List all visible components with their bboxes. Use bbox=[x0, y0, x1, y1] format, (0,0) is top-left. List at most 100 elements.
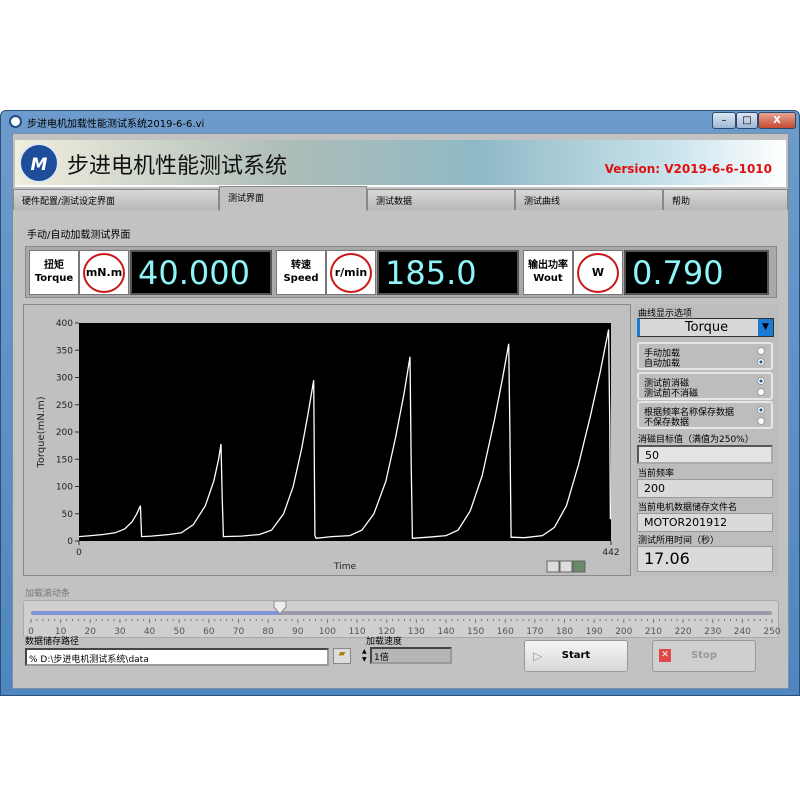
y-axis-label: Torque(mN.m) bbox=[36, 396, 47, 468]
slider-tick-label: 220 bbox=[674, 627, 691, 637]
maximize-button[interactable]: □ bbox=[736, 112, 758, 129]
browse-folder-icon[interactable]: ▰ bbox=[333, 648, 351, 664]
x-tick-label: 0 bbox=[76, 548, 82, 558]
minimize-button[interactable]: – bbox=[712, 112, 736, 129]
tab-hardware-config[interactable]: 硬件配置/测试设定界面 bbox=[13, 189, 219, 210]
slider-tick-label: 110 bbox=[348, 627, 365, 637]
y-tick-label: 200 bbox=[56, 428, 73, 438]
frequency-value: 200 bbox=[637, 479, 773, 498]
x-axis-label: Time bbox=[333, 562, 356, 572]
stop-button-label: Stop bbox=[690, 650, 717, 661]
slider-tick-label: 70 bbox=[233, 627, 245, 637]
path-icon: % bbox=[29, 655, 41, 665]
app-window: 步进电机加载性能测试系统2019-6-6.vi – □ X M 步进电机性能测试… bbox=[0, 110, 800, 696]
slider-tick-label: 50 bbox=[173, 627, 185, 637]
radio-label-no-demag: 测试前不消磁 bbox=[644, 389, 699, 399]
tab-test-data[interactable]: 测试数据 bbox=[367, 189, 515, 210]
radio-label-manual: 手动加载 bbox=[644, 349, 681, 359]
cursor-icon[interactable] bbox=[546, 560, 560, 573]
torque-label-en: Torque bbox=[34, 273, 74, 284]
radio-no-demag[interactable] bbox=[757, 388, 765, 396]
plot-area bbox=[79, 323, 611, 541]
panel-label: 手动/自动加载测试界面 bbox=[27, 230, 131, 241]
load-speed-value[interactable]: 1倍 bbox=[370, 647, 452, 664]
radio-no-save[interactable] bbox=[757, 417, 765, 425]
torque-graph: 0 50 100 150 200 250 300 350 400 0 442 Time Torque(m… bbox=[23, 304, 631, 576]
slider-tick-label: 150 bbox=[467, 627, 484, 637]
radio-label-save: 根据频率名称保存数据 bbox=[644, 408, 735, 418]
slider-tick-label: 250 bbox=[763, 627, 780, 637]
radio-demag[interactable] bbox=[757, 377, 765, 385]
speed-value: 185.0 bbox=[377, 250, 519, 295]
y-tick-label: 300 bbox=[56, 374, 73, 384]
slider-tick-label: 210 bbox=[645, 627, 662, 637]
slider-tick-label: 100 bbox=[319, 627, 336, 637]
window-title: 步进电机加载性能测试系统2019-6-6.vi bbox=[27, 119, 205, 130]
demag-target-input[interactable]: 50 bbox=[637, 445, 773, 464]
slider-tick-label: 130 bbox=[408, 627, 425, 637]
torque-label-cn: 扭矩 bbox=[44, 260, 64, 271]
data-path-input[interactable]: % D:\步进电机测试系统\data bbox=[25, 648, 329, 666]
slider-tick-label: 20 bbox=[85, 627, 97, 637]
slider-thumb[interactable] bbox=[273, 600, 287, 615]
slider-tick-label: 30 bbox=[114, 627, 126, 637]
power-label-en: Wout bbox=[533, 273, 563, 284]
pan-icon[interactable] bbox=[572, 560, 586, 573]
stop-icon: ✕ bbox=[659, 649, 671, 662]
slider-tick-label: 170 bbox=[526, 627, 543, 637]
y-tick-label: 250 bbox=[56, 401, 73, 411]
power-label-cn: 输出功率 bbox=[528, 260, 568, 271]
power-value: 0.790 bbox=[624, 250, 769, 295]
slider-tick-label: 180 bbox=[556, 627, 573, 637]
slider-fill bbox=[31, 611, 280, 615]
y-tick-label: 50 bbox=[62, 510, 74, 520]
demag-group: 测试前消磁 测试前不消磁 bbox=[637, 372, 773, 400]
load-mode-group: 手动加载 自动加载 bbox=[637, 342, 773, 370]
frequency-label: 当前频率 bbox=[638, 469, 675, 479]
torque-chart: 0 50 100 150 200 250 300 350 400 0 442 Time Torque(m… bbox=[36, 319, 620, 573]
slider-tick-label: 240 bbox=[734, 627, 751, 637]
radio-manual-load[interactable] bbox=[757, 347, 765, 355]
tab-test[interactable]: 测试界面 bbox=[219, 186, 367, 211]
title-bar[interactable]: 步进电机加载性能测试系统2019-6-6.vi – □ X bbox=[1, 111, 799, 133]
speed-label-cn: 转速 bbox=[291, 260, 311, 271]
torque-unit-text: mN.m bbox=[83, 253, 125, 293]
speed-stepper-icon[interactable]: ▲ ▼ bbox=[362, 648, 367, 663]
radio-auto-load[interactable] bbox=[757, 358, 765, 366]
slider-tick-label: 160 bbox=[497, 627, 514, 637]
speed-unit: r/min bbox=[326, 250, 376, 295]
stop-button[interactable]: ✕ Stop bbox=[652, 640, 756, 672]
speed-unit-text: r/min bbox=[330, 253, 372, 293]
torque-label: 扭矩 Torque bbox=[29, 250, 79, 295]
slider-tick-label: 200 bbox=[615, 627, 632, 637]
slider-tick-label: 60 bbox=[203, 627, 215, 637]
radio-label-auto: 自动加载 bbox=[644, 359, 681, 369]
indicator-row: 扭矩 Torque mN.m 40.000 转速 Speed r/min 185.0… bbox=[25, 246, 777, 298]
play-icon: ▷ bbox=[533, 649, 543, 663]
right-options-panel: 曲线显示选项 Torque ▼ 手动加载 自动加载 测试前消磁 测试前不消磁 根据… bbox=[633, 304, 778, 576]
app-icon bbox=[9, 115, 22, 128]
version-label: Version: V2019-6-6-1010 bbox=[604, 162, 772, 176]
curve-select-value: Torque bbox=[684, 320, 729, 335]
torque-series-line bbox=[78, 329, 612, 539]
dropdown-arrow-icon[interactable]: ▼ bbox=[758, 319, 773, 336]
data-path-label: 数据储存路径 bbox=[25, 637, 80, 647]
slider-tick-label: 120 bbox=[378, 627, 395, 637]
elapsed-time-value: 17.06 bbox=[637, 546, 773, 572]
front-panel: M 步进电机性能测试系统 Version: V2019-6-6-1010 硬件配… bbox=[12, 133, 789, 689]
curve-option-label: 曲线显示选项 bbox=[638, 309, 693, 319]
demag-target-label: 消磁目标值（满值为250%） bbox=[638, 435, 754, 445]
close-button[interactable]: X bbox=[758, 112, 796, 129]
torque-value: 40.000 bbox=[130, 250, 272, 295]
load-slider[interactable]: 0 10 20 30 40 50 60 70 80 90 100 110 120 130 140 150 160… bbox=[23, 600, 781, 639]
y-tick-label: 100 bbox=[56, 483, 73, 493]
load-slider-scale[interactable]: 0 10 20 30 40 50 60 70 80 90 100 110 120 130 140 150 160… bbox=[24, 600, 781, 639]
app-title: 步进电机性能测试系统 bbox=[67, 154, 288, 179]
curve-select[interactable]: Torque ▼ bbox=[637, 318, 774, 337]
tab-test-curve[interactable]: 测试曲线 bbox=[515, 189, 663, 210]
tab-help[interactable]: 帮助 bbox=[663, 189, 788, 210]
radio-save-data[interactable] bbox=[757, 406, 765, 414]
filename-value: MOTOR201912 bbox=[637, 513, 773, 532]
start-button[interactable]: ▷ Start bbox=[524, 640, 628, 672]
zoom-icon[interactable] bbox=[559, 560, 573, 573]
